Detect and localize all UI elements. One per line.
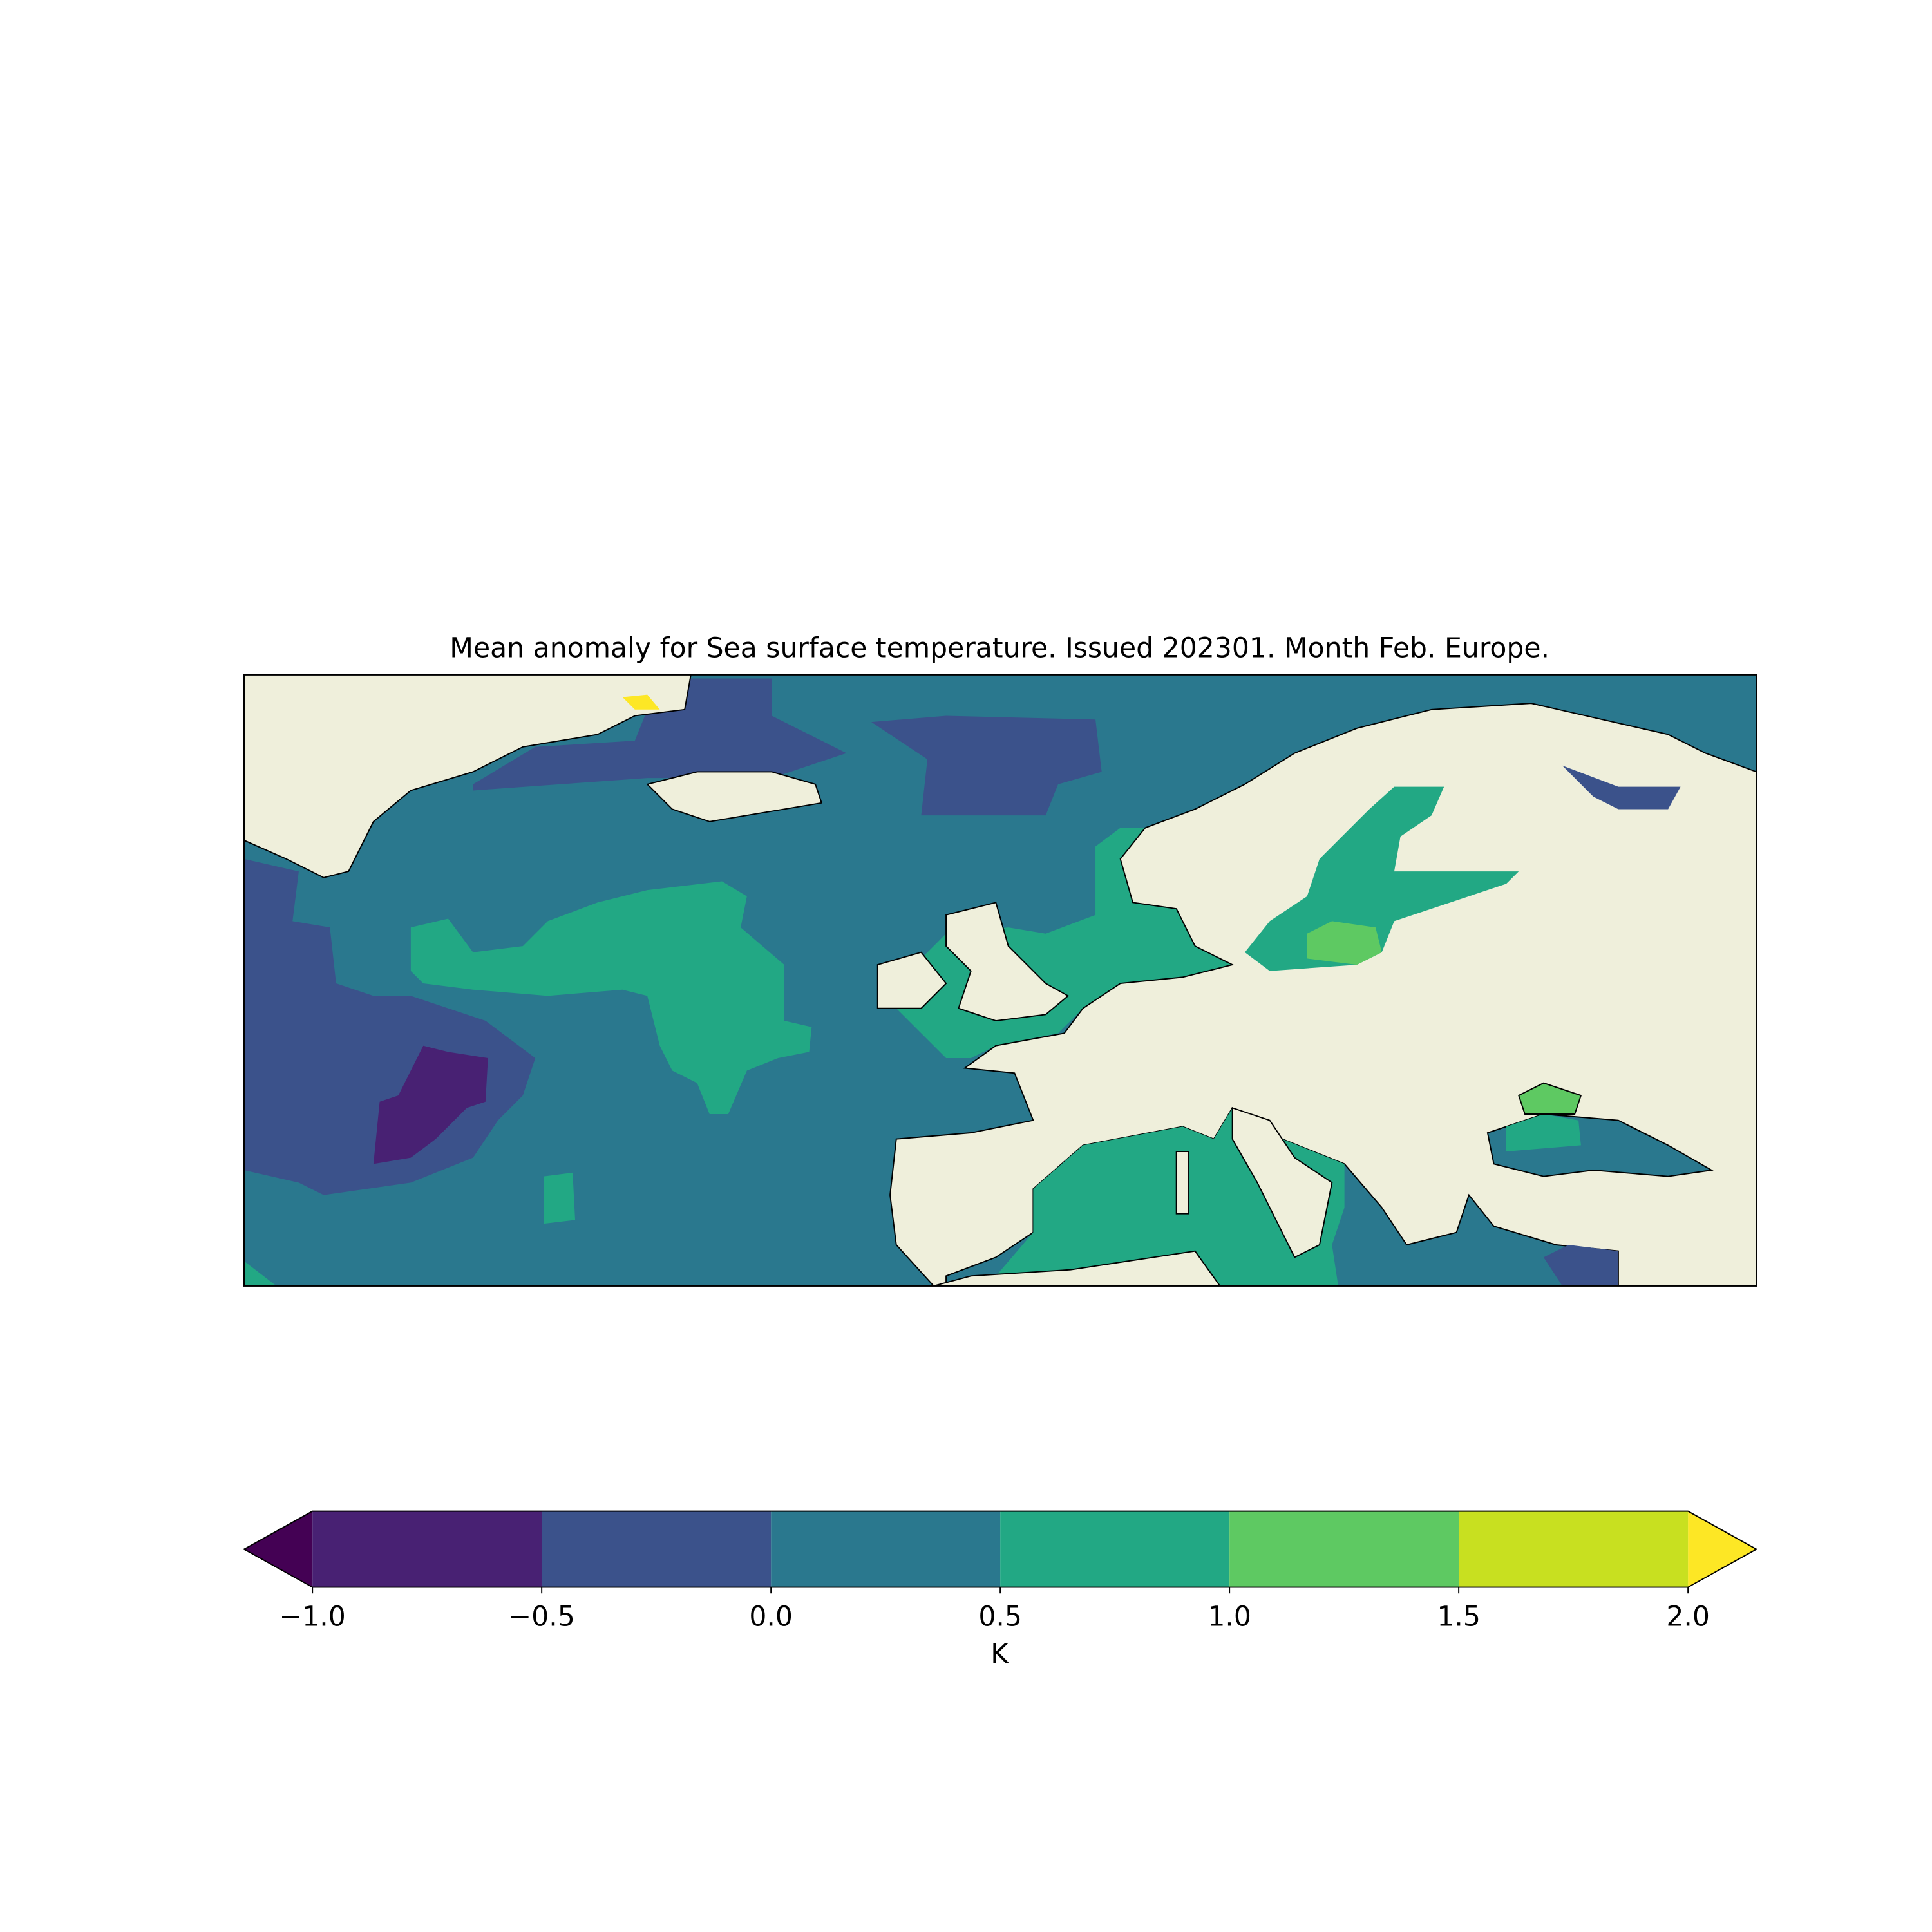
land [1175,1151,1189,1215]
sea-region [1244,786,1519,971]
sea-region [1307,921,1382,965]
colorbar-bin [1459,1511,1689,1587]
sea-region [1518,1082,1582,1115]
colorbar-tick-label: 0.5 [978,1601,1022,1633]
colorbar-bin [1000,1511,1230,1587]
anomaly-region [410,881,812,1115]
colorbar-bin [771,1511,1001,1587]
anomaly-region [622,694,660,710]
anomaly-region [871,715,1102,816]
colorbar-extend-over [1688,1511,1757,1587]
land [876,951,947,1009]
anomaly-region [473,678,847,791]
land [933,1250,1221,1286]
map-frame [243,674,1757,1287]
land [646,771,823,822]
land [1231,1107,1333,1258]
anomaly-region [373,1045,488,1164]
sea-region [1562,765,1681,810]
anomaly-region [544,1172,576,1224]
land [945,902,1070,1022]
colorbar-tick-label: 1.0 [1208,1601,1251,1633]
colorbar-tick-label: −0.5 [509,1601,575,1633]
map [243,674,1757,1286]
colorbar-bin [312,1511,542,1587]
colorbar-tick-label: 1.5 [1437,1601,1481,1633]
colorbar-tick-label: 2.0 [1666,1601,1710,1633]
colorbar-tick-label: −1.0 [279,1601,346,1633]
colorbar-label: K [990,1638,1009,1670]
anomaly-region [243,1261,277,1286]
sea-region [1543,1244,1618,1286]
colorbar-bin [542,1511,772,1587]
colorbar-tick-label: 0.0 [749,1601,793,1633]
map-title: Mean anomaly for Sea surface temperature… [450,633,1549,665]
sea-region [1506,1114,1581,1152]
colorbar-bin [1229,1511,1459,1587]
land [243,674,692,878]
colorbar-extend-under [243,1511,313,1587]
